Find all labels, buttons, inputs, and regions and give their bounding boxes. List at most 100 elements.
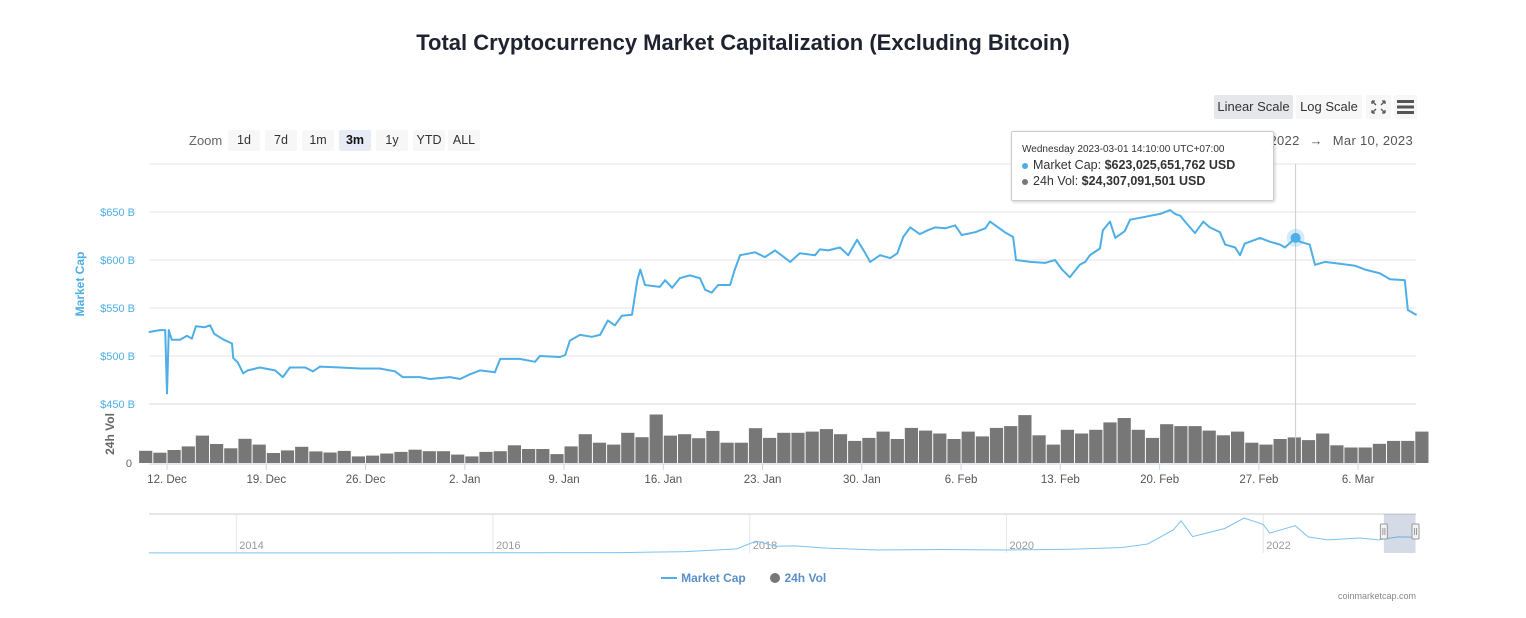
- market-cap-point: [164, 329, 167, 331]
- credits-link[interactable]: coinmarketcap.com: [1337, 591, 1416, 601]
- volume-bar: [961, 431, 975, 463]
- volume-bar: [337, 450, 351, 463]
- volume-bar: [351, 456, 365, 463]
- market-cap-point: [179, 338, 181, 341]
- market-cap-point: [1003, 231, 1006, 234]
- market-cap-point: [599, 334, 601, 336]
- linear-scale-button[interactable]: Linear Scale: [1214, 95, 1293, 119]
- market-cap-point: [1044, 262, 1046, 264]
- market-cap-line: [149, 209, 1417, 395]
- navigator-left-handle[interactable]: [1379, 523, 1388, 540]
- market-cap-point: [621, 314, 623, 317]
- y-tick-label: $450 B: [100, 399, 135, 411]
- market-cap-point: [1354, 264, 1357, 267]
- zoom-button-1d[interactable]: 1d: [228, 130, 260, 151]
- y-axis-title-volume: 24h Vol: [103, 413, 117, 455]
- y-tick-label-volume: 0: [126, 458, 132, 470]
- range-end[interactable]: Mar 10, 2023: [1332, 133, 1413, 148]
- navigator-right-handle[interactable]: [1411, 523, 1420, 540]
- market-cap-dot-icon: [1022, 162, 1028, 169]
- market-cap-point: [614, 324, 616, 327]
- market-cap-point: [1243, 242, 1246, 245]
- market-cap-point: [1068, 276, 1071, 279]
- tooltip: Wednesday 2023-03-01 14:10:00 UTC+07:00 …: [1011, 131, 1274, 201]
- navigator-point: [1294, 525, 1296, 527]
- volume-bar: [1060, 429, 1074, 463]
- zoom-button-7d[interactable]: 7d: [265, 130, 297, 151]
- legend-item-volume[interactable]: 24h Vol: [769, 570, 826, 585]
- x-tick-label: 27. Feb: [1239, 474, 1278, 486]
- volume-bar: [366, 455, 380, 463]
- volume-bar: [167, 450, 181, 463]
- market-cap-point: [764, 256, 766, 258]
- navigator-point: [1121, 547, 1123, 548]
- market-cap-point: [789, 261, 792, 263]
- volume-bar: [507, 445, 521, 463]
- market-cap-point: [1012, 236, 1014, 238]
- market-cap-point: [1169, 209, 1172, 212]
- handle-grip-icon: [1382, 528, 1386, 535]
- volume-bar: [748, 428, 763, 463]
- volume-bar: [1075, 433, 1089, 463]
- volume-bar: [1131, 429, 1145, 463]
- market-cap-point: [1324, 261, 1326, 263]
- market-cap-point: [222, 338, 225, 341]
- x-tick-label: 26. Dec: [346, 474, 386, 486]
- market-cap-point: [518, 358, 521, 360]
- volume-bar: [1018, 415, 1032, 463]
- market-cap-point: [274, 369, 276, 372]
- volume-bar: [564, 446, 578, 463]
- market-cap-point: [636, 279, 639, 282]
- navigator-year-label: 2016: [496, 540, 520, 552]
- market-cap-point: [1364, 268, 1367, 271]
- market-cap-point: [1234, 246, 1237, 249]
- navigator-point: [1378, 539, 1380, 541]
- market-cap-point: [1084, 261, 1087, 263]
- log-scale-button[interactable]: Log Scale: [1296, 95, 1362, 119]
- volume-bar: [819, 429, 833, 463]
- navigator-point: [1205, 533, 1206, 534]
- volume-bar: [989, 427, 1004, 463]
- market-cap-point: [1224, 243, 1227, 246]
- market-cap-point: [242, 372, 245, 375]
- zoom-button-all[interactable]: ALL: [448, 130, 480, 151]
- zoom-button-1y[interactable]: 1y: [376, 130, 408, 151]
- market-cap-point: [1029, 261, 1032, 263]
- market-cap-point: [1202, 220, 1205, 223]
- volume-bar: [933, 433, 947, 463]
- zoom-button-ytd[interactable]: YTD: [413, 130, 445, 151]
- market-cap-point: [839, 246, 841, 249]
- legend-item-market-cap[interactable]: Market Cap: [660, 570, 749, 585]
- volume-bar: [295, 446, 309, 463]
- market-cap-point: [319, 365, 321, 368]
- market-cap-point: [167, 329, 170, 331]
- hamburger-menu-icon: [1397, 100, 1414, 114]
- market-cap-point: [569, 339, 571, 342]
- fullscreen-button[interactable]: [1366, 95, 1391, 119]
- volume-bar: [734, 442, 748, 463]
- market-cap-point: [896, 252, 899, 255]
- range-start[interactable]: 2022: [1269, 133, 1300, 148]
- market-cap-point: [499, 358, 502, 360]
- x-tick-label: 9. Jan: [548, 474, 579, 486]
- chart-menu-button[interactable]: [1394, 95, 1417, 119]
- market-cap-point: [902, 236, 905, 238]
- volume-bar: [550, 454, 564, 463]
- market-cap-point: [699, 277, 701, 280]
- market-cap-point: [671, 286, 674, 289]
- zoom-button-3m[interactable]: 3m: [339, 130, 371, 151]
- volume-bar: [238, 438, 252, 463]
- zoom-button-1m[interactable]: 1m: [302, 130, 334, 151]
- market-cap-point: [664, 279, 666, 282]
- navigator-selection[interactable]: [1383, 514, 1416, 553]
- volume-bar: [1358, 447, 1372, 463]
- navigator-point: [755, 540, 757, 542]
- navigator-point: [1147, 543, 1149, 545]
- volume-bar: [1259, 444, 1273, 463]
- x-tick-label: 19. Dec: [246, 474, 286, 486]
- navigator-point: [941, 549, 943, 550]
- navigator-point: [1307, 536, 1309, 538]
- navigator-point: [1180, 520, 1182, 522]
- volume-bar: [890, 439, 904, 463]
